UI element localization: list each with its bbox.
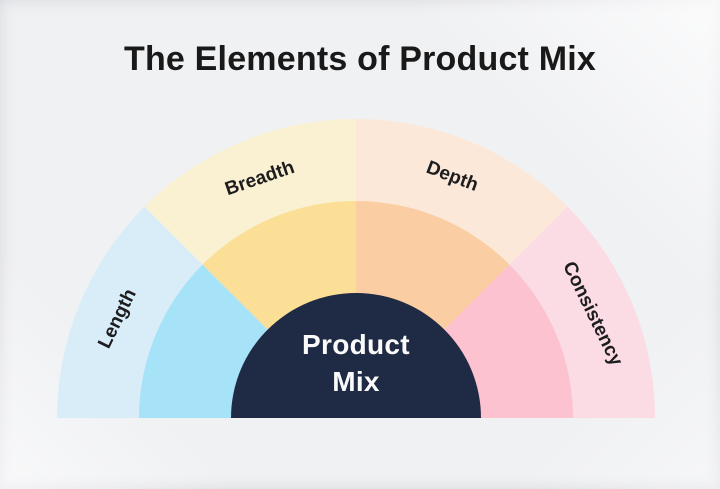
- center-label-line2: Mix: [332, 366, 380, 397]
- page-title: The Elements of Product Mix: [123, 40, 597, 78]
- center-semicircle: [231, 293, 481, 418]
- center-label-line1: Product: [302, 329, 410, 361]
- center-label: Product Mix: [302, 327, 410, 401]
